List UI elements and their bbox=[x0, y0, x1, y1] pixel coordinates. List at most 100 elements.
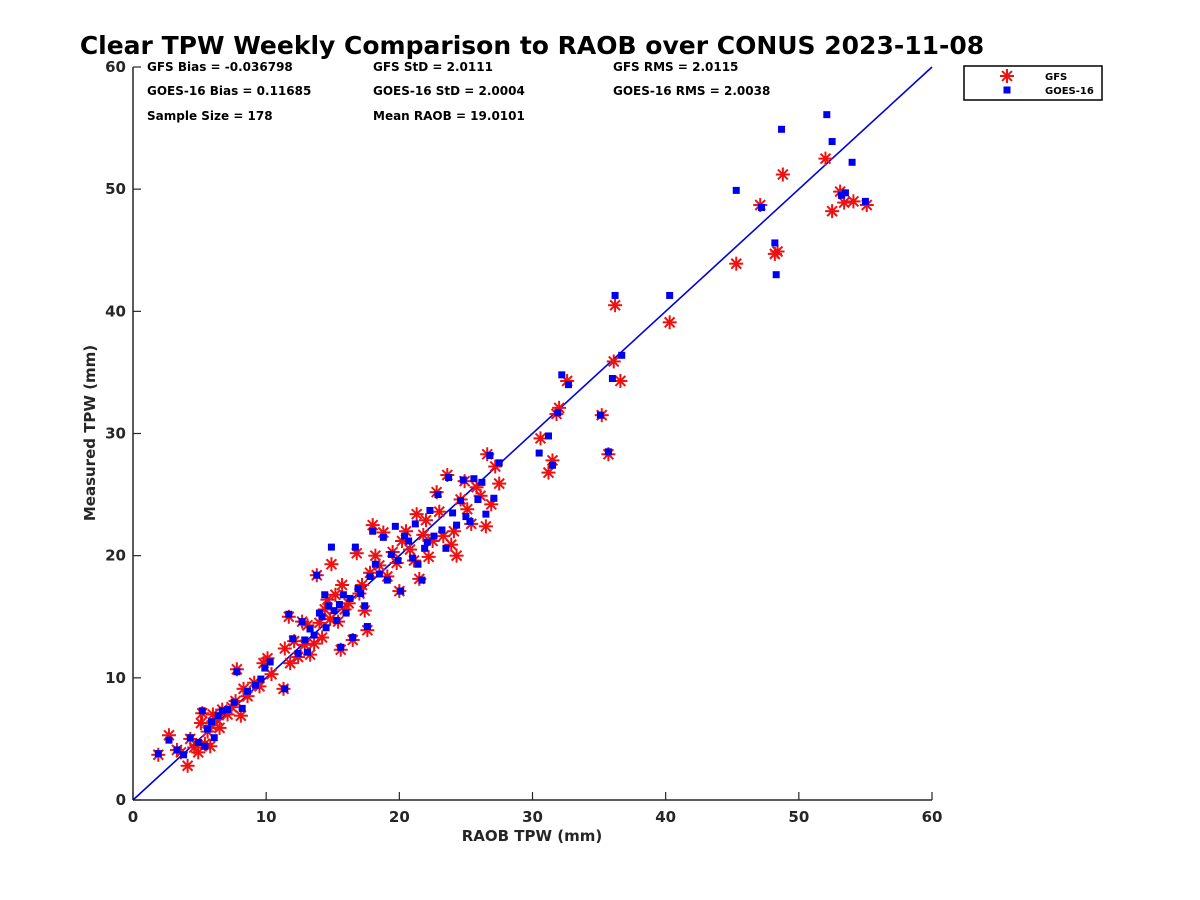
gfs-point bbox=[180, 758, 195, 773]
goes-16-point bbox=[841, 189, 849, 197]
x-tick-label: 0 bbox=[128, 808, 138, 826]
goes-16-point bbox=[544, 432, 552, 440]
gfs-point bbox=[478, 519, 493, 534]
goes-16-point bbox=[418, 576, 426, 584]
goes-16-point bbox=[771, 239, 779, 247]
legend-goes-16-marker bbox=[1003, 86, 1011, 94]
gfs-point bbox=[662, 315, 677, 330]
gfs-point bbox=[402, 542, 417, 557]
goes-16-point bbox=[261, 664, 269, 672]
goes-16-point bbox=[315, 609, 323, 617]
x-axis-label: RAOB TPW (mm) bbox=[462, 827, 603, 845]
goes-16-point bbox=[486, 451, 494, 459]
goes-16-point bbox=[310, 631, 318, 639]
goes-16-point bbox=[230, 698, 238, 706]
goes-16-point bbox=[554, 409, 562, 417]
goes-16-point bbox=[281, 685, 289, 693]
goes-16-point bbox=[210, 734, 218, 742]
goes-16-point bbox=[596, 411, 604, 419]
goes-16-point bbox=[298, 618, 306, 626]
stat-gfs-std: GFS StD = 2.0111 bbox=[373, 60, 493, 74]
y-tick-label: 10 bbox=[105, 669, 126, 687]
goes-16-point bbox=[313, 571, 321, 579]
goes-16-point bbox=[837, 191, 845, 199]
goes-16-point bbox=[618, 351, 626, 359]
goes-16-point bbox=[453, 521, 461, 529]
gfs-point bbox=[212, 720, 227, 735]
x-tick-label: 10 bbox=[256, 808, 277, 826]
goes-16-point bbox=[363, 623, 371, 631]
legend-box bbox=[963, 65, 1103, 101]
goes-16-point bbox=[442, 544, 450, 552]
goes-16-point bbox=[548, 461, 556, 469]
goes-16-point bbox=[330, 607, 338, 615]
gfs-point bbox=[825, 204, 840, 219]
goes-16-point bbox=[848, 158, 856, 166]
y-tick-label: 60 bbox=[105, 58, 126, 76]
goes-16-point bbox=[303, 648, 311, 656]
goes-16-point bbox=[383, 576, 391, 584]
legend-gfs-marker bbox=[1000, 69, 1014, 83]
gfs-point bbox=[335, 577, 350, 592]
goes-16-point bbox=[495, 459, 503, 467]
goes-16-point bbox=[611, 291, 619, 299]
goes-16-point bbox=[535, 449, 543, 457]
goes-16-point bbox=[201, 742, 209, 750]
goes-16-point bbox=[306, 625, 314, 633]
gfs-point bbox=[492, 476, 507, 491]
goes-16-point bbox=[318, 613, 326, 621]
goes-16-point bbox=[333, 616, 341, 624]
stat-gfs-rms: GFS RMS = 2.0115 bbox=[613, 60, 738, 74]
gfs-point bbox=[770, 244, 785, 259]
goes-16-point bbox=[337, 643, 345, 651]
goes-16-point bbox=[758, 203, 766, 211]
gfs-point bbox=[432, 504, 447, 519]
goes-16-point bbox=[478, 478, 486, 486]
y-tick-label: 40 bbox=[105, 302, 126, 320]
goes-16-point bbox=[772, 271, 780, 279]
stat-goes16-bias: GOES-16 Bias = 0.11685 bbox=[147, 84, 311, 98]
goes-16-point bbox=[204, 725, 212, 733]
goes-16-point bbox=[604, 448, 612, 456]
goes-16-point bbox=[194, 739, 202, 747]
x-axis-ticks: 0 10 20 30 40 50 60 bbox=[128, 792, 942, 826]
x-tick-label: 50 bbox=[788, 808, 809, 826]
goes-16-point bbox=[357, 590, 365, 598]
goes-16-point bbox=[411, 520, 419, 528]
goes-16-point bbox=[257, 675, 265, 683]
goes-16-point bbox=[438, 526, 446, 534]
goes-16-point bbox=[823, 111, 831, 119]
x-tick-label: 20 bbox=[389, 808, 410, 826]
goes-16-point bbox=[180, 751, 188, 759]
y-tick-label: 50 bbox=[105, 180, 126, 198]
gfs-point bbox=[846, 194, 861, 209]
gfs-point bbox=[191, 745, 206, 760]
y-tick-label: 30 bbox=[105, 425, 126, 443]
goes-16-point bbox=[409, 554, 417, 562]
stat-gfs-bias: GFS Bias = -0.036798 bbox=[147, 60, 293, 74]
y-tick-label: 0 bbox=[116, 791, 126, 809]
stat-goes16-rms: GOES-16 RMS = 2.0038 bbox=[613, 84, 770, 98]
goes-16-point bbox=[778, 125, 786, 133]
goes-16-point bbox=[414, 560, 422, 568]
goes-16-point bbox=[301, 636, 309, 644]
goes-16-point bbox=[266, 658, 274, 666]
goes-16-point bbox=[289, 635, 297, 643]
goes-16-point bbox=[466, 517, 474, 525]
x-tick-label: 30 bbox=[522, 808, 543, 826]
goes-16-point bbox=[198, 707, 206, 715]
goes-16-point bbox=[482, 510, 490, 518]
goes-16-point bbox=[244, 687, 252, 695]
goes-16-point bbox=[325, 602, 333, 610]
one-to-one-line bbox=[132, 66, 933, 801]
goes-16-point bbox=[366, 572, 374, 580]
gfs-point bbox=[608, 298, 623, 313]
y-axis-ticks: 0 10 20 30 40 50 60 bbox=[105, 58, 141, 809]
goes-16-point bbox=[459, 476, 467, 484]
gfs-point bbox=[277, 641, 292, 656]
goes-16-point bbox=[349, 634, 357, 642]
goes-16-point bbox=[405, 537, 413, 545]
goes-16-point bbox=[401, 532, 409, 540]
goes-16-point bbox=[351, 543, 359, 551]
goes-16-point bbox=[238, 704, 246, 712]
